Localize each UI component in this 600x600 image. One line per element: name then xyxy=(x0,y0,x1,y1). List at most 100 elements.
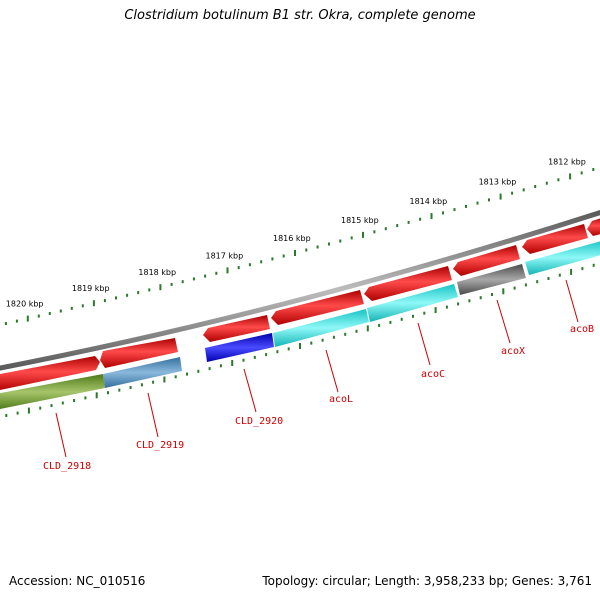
scale-minor-tick xyxy=(115,296,117,300)
gene-label: CLD_2920 xyxy=(235,416,283,427)
lower-minor-tick xyxy=(140,383,143,387)
scale-major-tick xyxy=(569,173,572,180)
scale-major-tick xyxy=(430,213,433,220)
forward-strand-features xyxy=(0,218,600,390)
gene-bar-acoX xyxy=(457,264,526,295)
lower-minor-tick xyxy=(61,401,64,405)
scale-minor-tick xyxy=(419,217,422,221)
scale-major-tick xyxy=(362,231,364,238)
scale-minor-tick xyxy=(137,291,140,295)
scale-labels: 1820 kbp 1819 kbp 1818 kbp 1817 kbp 1816 kbp… xyxy=(6,157,586,308)
scale-minor-tick xyxy=(305,248,308,252)
lower-minor-tick xyxy=(457,302,460,306)
scale-minor-tick xyxy=(580,171,583,175)
lower-major-tick xyxy=(27,407,30,414)
scale-minor-tick xyxy=(103,299,106,303)
scale-minor-tick xyxy=(316,245,319,249)
lower-minor-tick xyxy=(287,347,290,351)
lower-minor-tick xyxy=(524,283,527,287)
lower-major-tick xyxy=(163,376,166,383)
scale-minor-tick xyxy=(59,309,62,313)
gene-labels: CLD_2918 CLD_2919 CLD_2920 acoL acoC aco… xyxy=(43,324,594,472)
lower-minor-tick xyxy=(84,396,87,400)
lower-major-tick xyxy=(502,288,505,295)
scale-label: 1819 kbp xyxy=(72,284,110,293)
cds-arrow xyxy=(522,224,588,254)
scale-minor-tick xyxy=(442,211,444,215)
scale-minor-tick xyxy=(384,227,387,231)
gene-bar-CLD_2918 xyxy=(0,374,105,409)
lower-minor-tick xyxy=(174,375,177,379)
lower-minor-tick xyxy=(310,341,313,345)
gene-label: CLD_2919 xyxy=(136,440,184,451)
scale-minor-tick xyxy=(557,178,560,182)
lower-minor-tick xyxy=(581,267,584,271)
lower-minor-tick xyxy=(412,314,414,318)
gene-bar-acoL xyxy=(273,309,369,347)
scale-minor-tick xyxy=(4,322,7,325)
scale-minor-tick xyxy=(70,306,73,310)
lower-minor-tick xyxy=(197,369,200,373)
scale-label: 1813 kbp xyxy=(479,178,517,187)
scale-label: 1816 kbp xyxy=(273,234,311,243)
lower-minor-tick xyxy=(344,332,347,336)
scale-ticks xyxy=(4,168,595,417)
leader-line xyxy=(147,392,159,438)
cds-arrow xyxy=(453,245,520,276)
scale-label: 1820 kbp xyxy=(6,300,44,309)
lower-minor-tick xyxy=(445,305,448,309)
scale-minor-tick xyxy=(237,266,240,270)
scale-minor-tick xyxy=(204,274,207,278)
lower-minor-tick xyxy=(152,380,155,384)
cds-arrow xyxy=(100,338,178,368)
lower-minor-tick xyxy=(558,273,561,277)
scale-minor-tick xyxy=(48,312,51,315)
scale-minor-tick xyxy=(15,319,18,323)
scale-minor-tick xyxy=(215,271,218,275)
map-title: Clostridium botulinum B1 str. Okra, comp… xyxy=(124,8,476,23)
scale-minor-tick xyxy=(545,181,548,185)
scale-minor-tick xyxy=(271,257,274,261)
scale-label: 1815 kbp xyxy=(341,216,379,225)
scale-minor-tick xyxy=(511,191,514,195)
lower-major-tick xyxy=(231,360,234,366)
lower-minor-tick xyxy=(219,364,222,368)
lower-minor-tick xyxy=(253,355,256,359)
gene-bar-acoC xyxy=(367,284,458,322)
accession-label: Accession: NC_010516 xyxy=(9,574,146,588)
lower-major-tick xyxy=(366,325,369,332)
gene-features xyxy=(0,241,600,409)
genome-backbone xyxy=(0,209,600,371)
scale-label: 1817 kbp xyxy=(206,251,244,260)
leader-line xyxy=(496,299,511,344)
lower-minor-tick xyxy=(39,406,42,410)
leader-line xyxy=(417,322,431,366)
lower-minor-tick xyxy=(265,353,268,357)
scale-minor-tick xyxy=(282,254,285,258)
scale-major-tick xyxy=(294,250,296,256)
topology-label: Topology: circular; Length: 3,958,233 bp… xyxy=(262,574,592,588)
leader-line xyxy=(55,412,67,458)
lower-minor-tick xyxy=(355,329,358,333)
lower-minor-tick xyxy=(491,293,493,296)
lower-minor-tick xyxy=(73,399,76,402)
lower-minor-tick xyxy=(242,358,245,362)
lower-minor-tick xyxy=(321,338,324,342)
scale-minor-tick xyxy=(407,220,410,224)
scale-minor-tick xyxy=(81,304,84,308)
lower-major-tick xyxy=(95,392,98,399)
scale-major-tick xyxy=(499,193,502,200)
scale-minor-tick xyxy=(373,230,376,234)
lower-minor-tick xyxy=(5,414,8,417)
gene-bar-CLD_2920 xyxy=(205,333,274,362)
cds-arrow xyxy=(203,315,270,342)
scale-minor-tick xyxy=(248,263,251,267)
scale-minor-tick xyxy=(396,224,399,228)
gene-leader-lines xyxy=(55,279,579,458)
lower-minor-tick xyxy=(208,367,211,371)
scale-minor-tick xyxy=(260,260,263,264)
scale-minor-tick xyxy=(350,236,353,240)
lower-minor-tick xyxy=(479,296,482,300)
scale-minor-tick xyxy=(328,242,330,246)
